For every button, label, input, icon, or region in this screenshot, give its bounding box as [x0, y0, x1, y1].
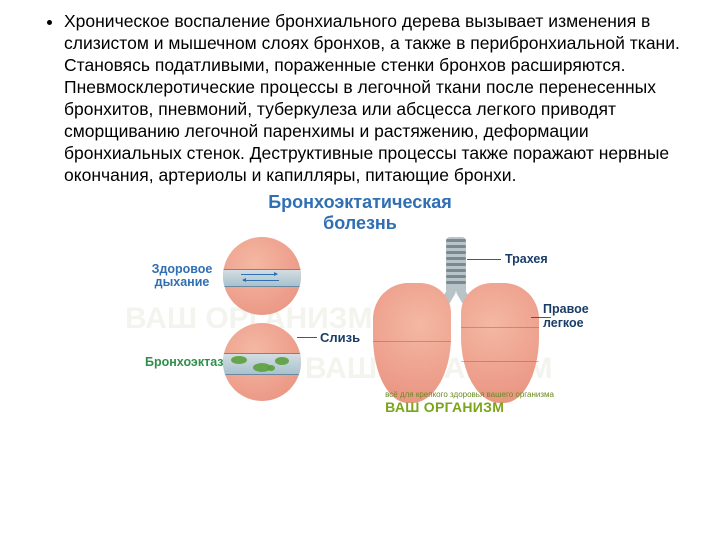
bronchiectasia-circle: [223, 323, 301, 401]
trachea-label: Трахея: [505, 253, 548, 267]
right-lung-label: Правое легкое: [543, 303, 603, 331]
healthy-circle: [223, 237, 301, 315]
lungs-panel: Трахея Правое легкое всё для крепкого зд…: [343, 237, 568, 417]
trachea-icon: [446, 237, 466, 291]
figure-title-line2: болезнь: [323, 213, 397, 233]
pointer-line-icon: [297, 337, 317, 338]
mucus-blob-icon: [275, 357, 289, 365]
figure: ВАШ ОРГАНИЗМ ВАШ ОРГАНИЗМ Бронхоэктатиче…: [145, 192, 575, 417]
brand-big-text: ВАШ ОРГАНИЗМ: [385, 400, 554, 415]
figure-panels: Здоровое дыхание Бронхоэктазия: [145, 237, 575, 417]
bronchiectasia-label: Бронхоэктазия: [145, 356, 219, 370]
paragraph-text: Хроническое воспаление бронхиального дер…: [64, 10, 690, 186]
right-lung-icon: [461, 283, 539, 403]
slide: Хроническое воспаление бронхиального дер…: [0, 0, 720, 540]
airflow-arrow-icon: [243, 280, 279, 281]
airflow-arrow-icon: [241, 274, 277, 275]
mucus-tube: [223, 353, 301, 375]
mucus-blob-icon: [267, 365, 275, 371]
figure-title-line1: Бронхоэктатическая: [268, 192, 452, 212]
healthy-label: Здоровое дыхание: [145, 263, 219, 291]
paragraph-list: Хроническое воспаление бронхиального дер…: [30, 10, 690, 186]
pointer-line-icon: [467, 259, 501, 260]
left-lung-icon: [373, 283, 451, 403]
mucus-blob-icon: [231, 356, 247, 364]
healthy-panel: Здоровое дыхание: [145, 237, 335, 315]
left-column: Здоровое дыхание Бронхоэктазия: [145, 237, 335, 401]
healthy-tube: [223, 269, 301, 287]
figure-title: Бронхоэктатическая болезнь: [145, 192, 575, 233]
brand-badge: всё для крепкого здоровья вашего организ…: [385, 391, 554, 415]
